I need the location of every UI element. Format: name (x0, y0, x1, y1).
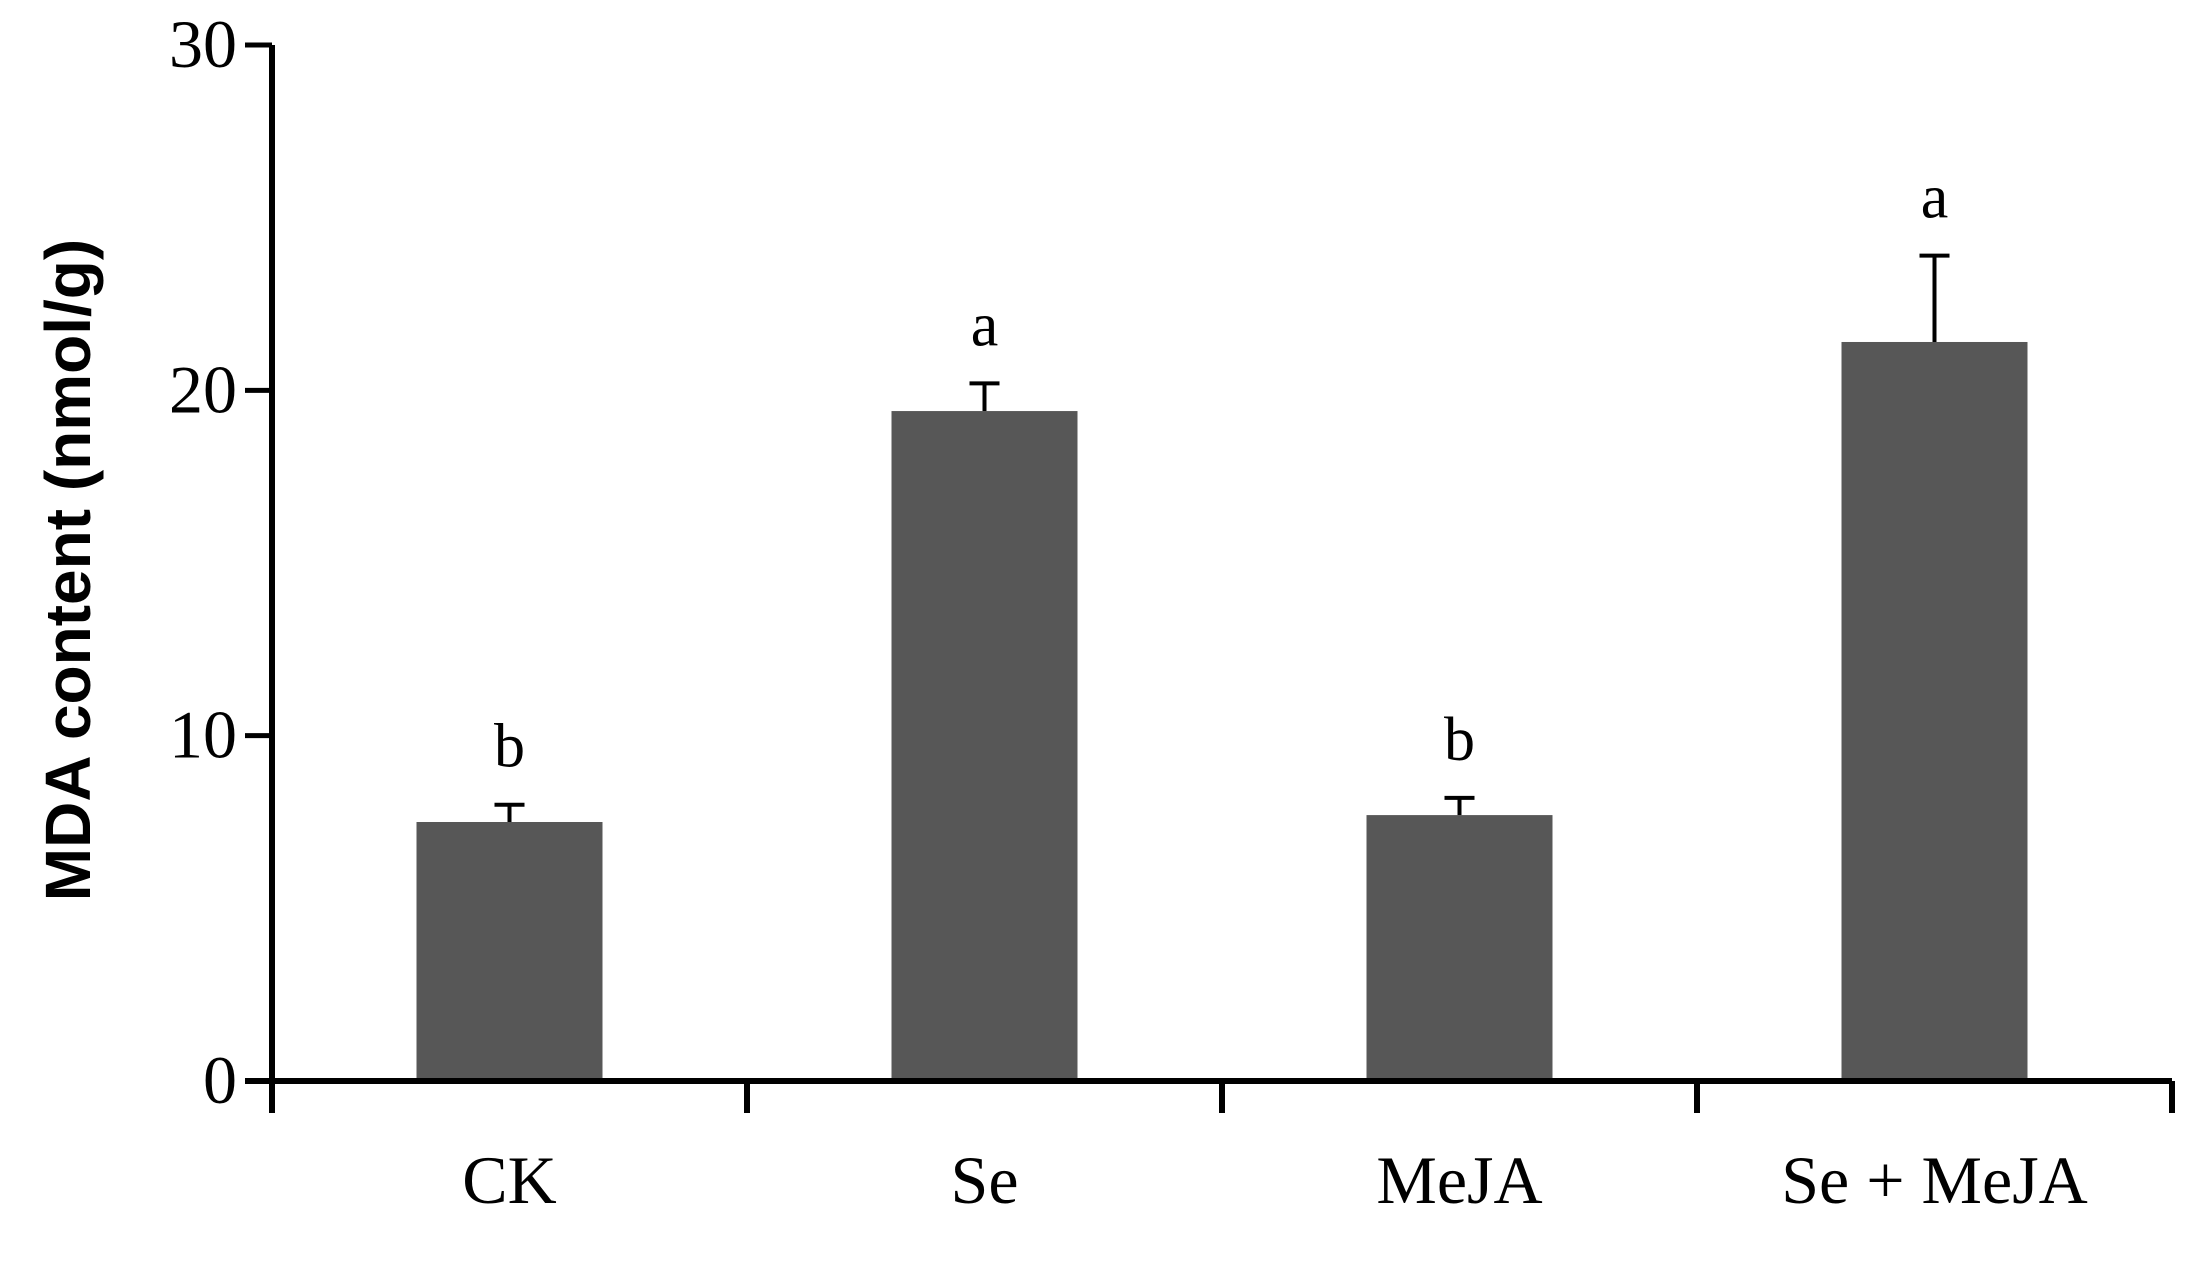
significance-label: b (494, 713, 525, 781)
axes-layer (245, 42, 2175, 1113)
y-axis-title-group: MDA content (nmol/g) (32, 239, 104, 901)
bars-layer (416, 341, 2028, 1081)
bar-se (891, 411, 1078, 1081)
labels-layer: b CK a Se b MeJA a Se + MeJA 0 10 20 30 (169, 6, 2088, 1218)
bar-meja (1366, 815, 1553, 1081)
y-tick-label: 10 (169, 697, 237, 773)
y-tick-label: 20 (169, 351, 237, 427)
x-tick-label: CK (462, 1142, 556, 1218)
x-tick-label: MeJA (1376, 1142, 1542, 1218)
significance-label: b (1444, 706, 1475, 774)
significance-label: a (1921, 164, 1949, 232)
significance-label: a (971, 291, 999, 359)
y-axis-title: MDA content (nmol/g) (32, 239, 104, 901)
y-tick-label: 30 (169, 6, 237, 82)
x-tick-label: Se + MeJA (1781, 1142, 2088, 1218)
x-tick-label: Se (951, 1142, 1019, 1218)
error-bars-layer (494, 253, 1950, 822)
y-tick-label: 0 (203, 1042, 237, 1118)
bar-se-meja (1841, 341, 2028, 1081)
bar-ck (416, 822, 603, 1081)
